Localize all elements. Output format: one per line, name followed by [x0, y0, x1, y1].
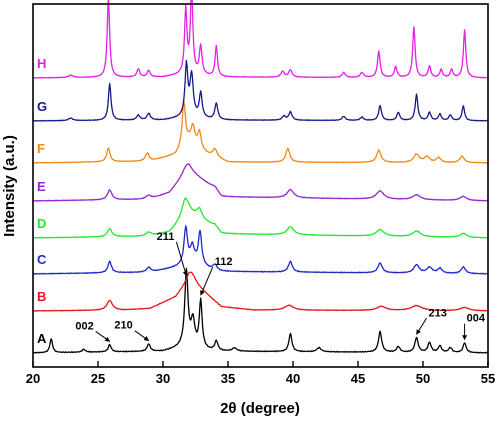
x-axis-title: 2θ (degree) [220, 400, 300, 417]
series-label-e: E [37, 179, 46, 194]
x-tick-label: 20 [26, 371, 40, 386]
series-line-b [32, 271, 489, 312]
annotation-211: 211 [157, 231, 175, 243]
x-axis: 20 25 30 35 40 45 50 55 [26, 361, 495, 386]
series-line-c [32, 225, 489, 275]
x-tick-label: 25 [91, 371, 105, 386]
series-label-b: B [37, 289, 46, 304]
series-line-h [32, 0, 489, 79]
series-label-a: A [37, 331, 47, 346]
x-tick-label: 35 [221, 371, 235, 386]
annotations: 002 210 211 112 213 004 [75, 231, 486, 342]
annotation-112: 112 [215, 256, 233, 268]
series-label-d: D [37, 216, 46, 231]
annotation-arrow [416, 318, 427, 335]
annotation-arrow [95, 331, 111, 342]
series-line-a [32, 267, 489, 354]
series-label-f: F [37, 141, 45, 156]
annotation-arrow [175, 241, 188, 277]
traces [32, 0, 489, 354]
annotation-arrow [200, 266, 214, 296]
annotation-210: 210 [114, 320, 132, 332]
series-line-e [32, 163, 489, 202]
series-label-h: H [37, 56, 46, 71]
x-tick-label: 55 [481, 371, 495, 386]
y-axis-title: Intensity (a.u.) [1, 135, 18, 237]
x-tick-label: 30 [156, 371, 170, 386]
plot-frame [32, 3, 489, 368]
x-tick-label: 50 [416, 371, 430, 386]
series-labels: A B C D E F G H [37, 56, 47, 346]
series-line-f [32, 100, 489, 164]
x-tick-label: 45 [351, 371, 365, 386]
annotation-002: 002 [75, 320, 93, 332]
series-line-g [32, 59, 489, 122]
series-label-g: G [37, 99, 47, 114]
annotation-004: 004 [467, 313, 486, 325]
annotation-arrow [134, 330, 150, 342]
annotation-213: 213 [429, 307, 447, 319]
x-tick-label: 40 [286, 371, 300, 386]
series-line-d [32, 197, 489, 239]
series-label-c: C [37, 252, 47, 267]
